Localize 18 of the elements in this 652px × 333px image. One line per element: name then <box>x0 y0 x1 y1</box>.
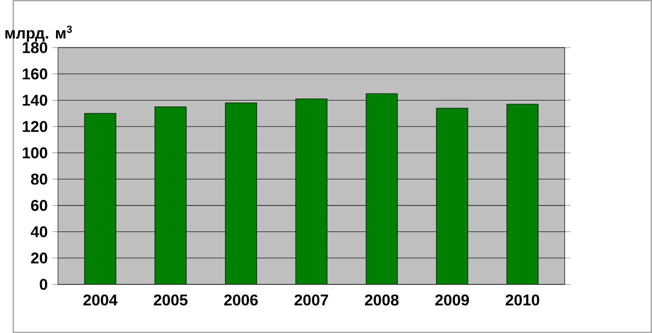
y-tick-label: 20 <box>31 252 48 264</box>
y-tick-label: 0 <box>40 278 48 290</box>
x-tick-label: 2005 <box>154 294 188 306</box>
y-tick-label: 160 <box>22 68 48 80</box>
y-tick-label: 100 <box>22 147 48 158</box>
x-tick-label: 2006 <box>224 294 258 306</box>
y-tick-label: 140 <box>22 94 48 106</box>
y-tick-label: 180 <box>22 42 48 54</box>
x-tick-label: 2009 <box>435 294 469 306</box>
y-tick-label: 60 <box>31 200 48 211</box>
x-tick-label: 2008 <box>364 294 399 306</box>
x-tick-label: 2004 <box>83 294 118 306</box>
x-tick-label: 2010 <box>506 294 540 306</box>
y-axis-title: млрд. м$^{3}$ <box>5 26 72 42</box>
y-tick-label: 40 <box>30 226 48 238</box>
y-tick-label: 80 <box>31 174 48 185</box>
y-tick-label: 120 <box>22 120 48 132</box>
x-tick-label: 2007 <box>294 294 328 306</box>
